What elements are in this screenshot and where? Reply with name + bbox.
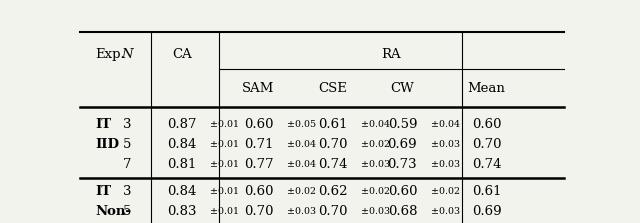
Text: ±0.01: ±0.01 xyxy=(207,207,239,216)
Text: ±0.02: ±0.02 xyxy=(358,188,390,196)
Text: ±0.05: ±0.05 xyxy=(284,120,316,129)
Text: 0.71: 0.71 xyxy=(244,138,273,151)
Text: 0.87: 0.87 xyxy=(167,118,196,131)
Text: CW: CW xyxy=(390,82,414,95)
Text: 0.73: 0.73 xyxy=(388,158,417,171)
Text: ±0.03: ±0.03 xyxy=(358,160,390,169)
Text: 0.83: 0.83 xyxy=(167,205,196,218)
Text: 0.69: 0.69 xyxy=(388,138,417,151)
Text: 3: 3 xyxy=(123,118,131,131)
Text: 0.70: 0.70 xyxy=(472,138,502,151)
Text: ±0.02: ±0.02 xyxy=(358,140,390,149)
Text: 0.61: 0.61 xyxy=(472,186,502,198)
Text: ±0.04: ±0.04 xyxy=(284,140,316,149)
Text: ±0.03: ±0.03 xyxy=(428,207,460,216)
Text: ±0.04: ±0.04 xyxy=(284,160,316,169)
Text: 0.70: 0.70 xyxy=(318,205,348,218)
Text: ±0.01: ±0.01 xyxy=(207,120,239,129)
Text: ±0.04: ±0.04 xyxy=(358,120,390,129)
Text: ±0.01: ±0.01 xyxy=(207,160,239,169)
Text: ±0.03: ±0.03 xyxy=(284,207,316,216)
Text: 0.60: 0.60 xyxy=(388,186,417,198)
Text: 0.60: 0.60 xyxy=(244,118,273,131)
Text: IT: IT xyxy=(95,186,111,198)
Text: 0.61: 0.61 xyxy=(318,118,348,131)
Text: 3: 3 xyxy=(123,186,131,198)
Text: 0.84: 0.84 xyxy=(167,138,196,151)
Text: ±0.02: ±0.02 xyxy=(284,188,316,196)
Text: 0.84: 0.84 xyxy=(167,186,196,198)
Text: ±0.02: ±0.02 xyxy=(428,188,460,196)
Text: ±0.04: ±0.04 xyxy=(428,120,460,129)
Text: ±0.03: ±0.03 xyxy=(428,160,460,169)
Text: 7: 7 xyxy=(123,158,131,171)
Text: 0.70: 0.70 xyxy=(244,205,273,218)
Text: 0.68: 0.68 xyxy=(388,205,417,218)
Text: 5: 5 xyxy=(123,138,131,151)
Text: 0.70: 0.70 xyxy=(318,138,348,151)
Text: 0.77: 0.77 xyxy=(244,158,273,171)
Text: 0.62: 0.62 xyxy=(318,186,348,198)
Text: 5: 5 xyxy=(123,205,131,218)
Text: 0.60: 0.60 xyxy=(244,186,273,198)
Text: Non-: Non- xyxy=(95,205,131,218)
Text: CA: CA xyxy=(172,48,191,61)
Text: 0.59: 0.59 xyxy=(388,118,417,131)
Text: 0.60: 0.60 xyxy=(472,118,502,131)
Text: IID: IID xyxy=(95,138,119,151)
Text: Mean: Mean xyxy=(468,82,506,95)
Text: ±0.01: ±0.01 xyxy=(207,188,239,196)
Text: IT: IT xyxy=(95,118,111,131)
Text: 0.69: 0.69 xyxy=(472,205,502,218)
Text: ±0.03: ±0.03 xyxy=(428,140,460,149)
Text: 0.74: 0.74 xyxy=(318,158,348,171)
Text: SAM: SAM xyxy=(243,82,275,95)
Text: RA: RA xyxy=(381,48,401,61)
Text: CSE: CSE xyxy=(319,82,348,95)
Text: ±0.01: ±0.01 xyxy=(207,140,239,149)
Text: 0.81: 0.81 xyxy=(167,158,196,171)
Text: 0.74: 0.74 xyxy=(472,158,502,171)
Text: ±0.03: ±0.03 xyxy=(358,207,390,216)
Text: Exp.: Exp. xyxy=(95,48,125,61)
Text: N: N xyxy=(122,48,133,61)
